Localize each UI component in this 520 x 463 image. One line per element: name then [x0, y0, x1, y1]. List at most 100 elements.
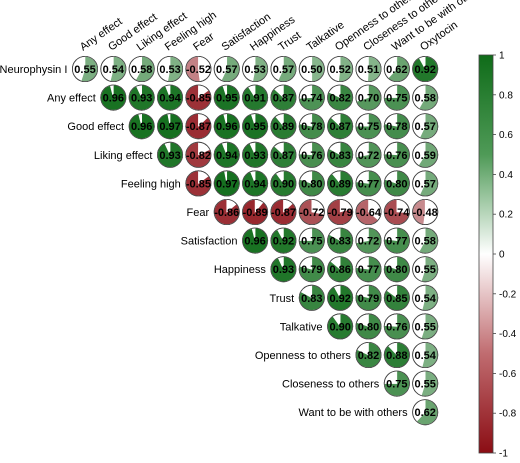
cell-value: 0.87	[273, 150, 294, 162]
cell-feeling-high-talkative: 0.80	[298, 170, 325, 197]
cell-feeling-high-oxytocin: 0.57	[412, 170, 439, 197]
cell-liking-effect-fear: -0.82	[185, 141, 212, 168]
cell-value: 0.54	[103, 64, 125, 76]
cell-value: 0.55	[74, 64, 95, 76]
cell-satisfaction-want-to-be-with-others: 0.77	[383, 227, 410, 254]
cell-value: 0.92	[329, 293, 350, 305]
cell-neurophysin-i-want-to-be-with-others: 0.62	[383, 56, 410, 83]
cell-value: 0.85	[386, 293, 407, 305]
colorbar-tick-label: -0.4	[499, 329, 517, 340]
cell-value: 0.75	[301, 236, 322, 248]
cell-any-effect-happiness: 0.91	[242, 84, 269, 111]
cell-satisfaction-closeness-to-others: 0.72	[355, 227, 382, 254]
cell-any-effect-feeling-high: 0.94	[157, 84, 184, 111]
cell-fear-closeness-to-others: -0.64	[355, 198, 382, 225]
cell-liking-effect-trust: 0.87	[270, 141, 297, 168]
cell-good-effect-want-to-be-with-others: 0.78	[383, 113, 410, 140]
row-label-talkative: Talkative	[280, 321, 323, 333]
cell-feeling-high-fear: -0.85	[185, 170, 212, 197]
cell-satisfaction-openness-to-others: 0.83	[327, 227, 354, 254]
cell-value: -0.82	[186, 150, 211, 162]
cell-value: 0.80	[386, 178, 407, 190]
cell-value: -0.64	[356, 207, 382, 219]
cell-value: 0.92	[414, 64, 435, 76]
matrix-area: Any effect Good effect Liking effect Feelin…	[0, 0, 486, 426]
cell-value: 0.54	[414, 293, 436, 305]
cell-value: 0.62	[386, 64, 407, 76]
cell-value: -0.74	[384, 207, 410, 219]
row-label-any-effect: Any effect	[47, 93, 96, 105]
cell-feeling-high-want-to-be-with-others: 0.80	[383, 170, 410, 197]
row-label-closeness-to-others: Closeness to others	[282, 379, 380, 391]
cell-value: 0.90	[329, 321, 350, 333]
cell-value: 0.93	[131, 93, 152, 105]
colorbar-tick-label: 0.6	[499, 130, 513, 141]
cell-neurophysin-i-talkative: 0.50	[298, 56, 325, 83]
cell-closeness-to-others-oxytocin: 0.55	[412, 370, 439, 397]
cell-good-effect-liking-effect: 0.96	[128, 113, 155, 140]
cell-any-effect-openness-to-others: 0.82	[327, 84, 354, 111]
cell-liking-effect-feeling-high: 0.93	[157, 141, 184, 168]
cell-value: 0.95	[244, 121, 265, 133]
cell-fear-oxytocin: -0.48	[412, 198, 439, 225]
cell-any-effect-good-effect: 0.96	[100, 84, 127, 111]
cell-value: 0.72	[358, 236, 379, 248]
cell-value: 0.95	[216, 93, 237, 105]
cell-neurophysin-i-openness-to-others: 0.52	[327, 56, 354, 83]
cell-neurophysin-i-satisfaction: 0.57	[213, 56, 240, 83]
cell-trust-closeness-to-others: 0.79	[355, 284, 382, 311]
row-label-fear: Fear	[187, 207, 210, 219]
cell-value: 0.50	[301, 64, 322, 76]
cell-value: 0.79	[301, 264, 322, 276]
cell-value: 0.54	[414, 350, 436, 362]
cell-good-effect-satisfaction: 0.96	[213, 113, 240, 140]
cell-value: 0.55	[414, 379, 435, 391]
cell-fear-talkative: -0.72	[298, 198, 325, 225]
cell-value: 0.80	[301, 178, 322, 190]
cell-value: 0.58	[414, 93, 435, 105]
colorbar-tick-label: 0.2	[499, 210, 513, 221]
cell-value: 0.80	[386, 264, 407, 276]
cell-value: 0.94	[216, 150, 238, 162]
cell-value: -0.87	[186, 121, 211, 133]
cell-value: 0.94	[159, 93, 181, 105]
cell-value: 0.97	[216, 178, 237, 190]
cell-value: 0.78	[386, 121, 407, 133]
cell-value: 0.76	[301, 150, 322, 162]
cell-liking-effect-satisfaction: 0.94	[213, 141, 240, 168]
cell-want-to-be-with-others-oxytocin: 0.62	[412, 399, 439, 426]
row-label-want-to-be-with-others: Want to be with others	[299, 407, 409, 419]
cell-value: 0.91	[244, 93, 265, 105]
colorbar-tick-label: -1	[499, 449, 508, 460]
row-label-neurophysin-i: Neurophysin I	[0, 64, 67, 76]
cell-value: 0.76	[386, 150, 407, 162]
colorbar-tick-label: -0.8	[499, 409, 517, 420]
cell-trust-oxytocin: 0.54	[412, 284, 439, 311]
cell-any-effect-closeness-to-others: 0.70	[355, 84, 382, 111]
cell-openness-to-others-want-to-be-with-others: 0.88	[383, 341, 410, 368]
row-label-liking-effect: Liking effect	[94, 150, 153, 162]
cell-value: 0.77	[386, 236, 407, 248]
cell-value: 0.94	[244, 178, 266, 190]
cell-value: -0.85	[186, 178, 211, 190]
cell-value: 0.57	[216, 64, 237, 76]
cell-neurophysin-i-liking-effect: 0.58	[128, 56, 155, 83]
cell-fear-openness-to-others: -0.79	[327, 198, 354, 225]
cell-liking-effect-talkative: 0.76	[298, 141, 325, 168]
cell-value: 0.58	[414, 236, 435, 248]
cell-value: 0.53	[159, 64, 180, 76]
cell-value: -0.52	[186, 64, 211, 76]
cell-value: 0.96	[244, 236, 265, 248]
cell-any-effect-satisfaction: 0.95	[213, 84, 240, 111]
cell-value: 0.83	[329, 236, 350, 248]
row-label-happiness: Happiness	[214, 264, 266, 276]
cell-fear-happiness: -0.89	[242, 198, 269, 225]
colorbar-tick-label: 1	[499, 51, 505, 62]
cell-value: -0.87	[271, 207, 296, 219]
colorbar: 1 0.8 0.6 0.4 0.2 0 -0.2 -0.4 -0.6 -0.8 -1	[478, 51, 517, 460]
cell-value: 0.89	[273, 121, 294, 133]
cell-value: 0.77	[358, 178, 379, 190]
cell-satisfaction-talkative: 0.75	[298, 227, 325, 254]
cell-value: 0.96	[131, 121, 152, 133]
